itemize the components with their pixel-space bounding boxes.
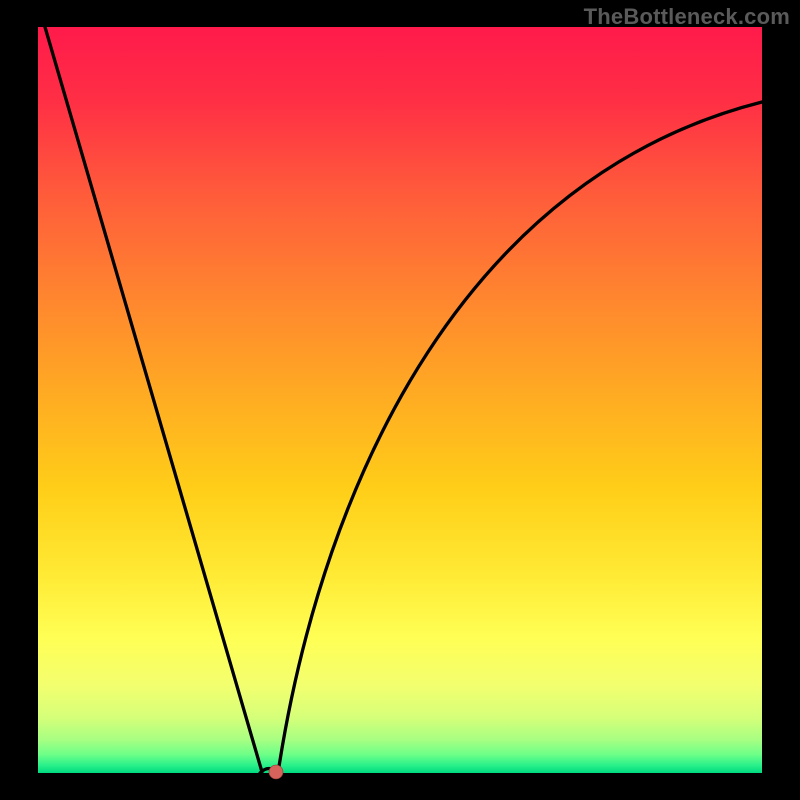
watermark-text: TheBottleneck.com [584,4,790,30]
chart-stage: TheBottleneck.com [0,0,800,800]
chart-svg [0,0,800,800]
optimum-marker [269,765,283,779]
